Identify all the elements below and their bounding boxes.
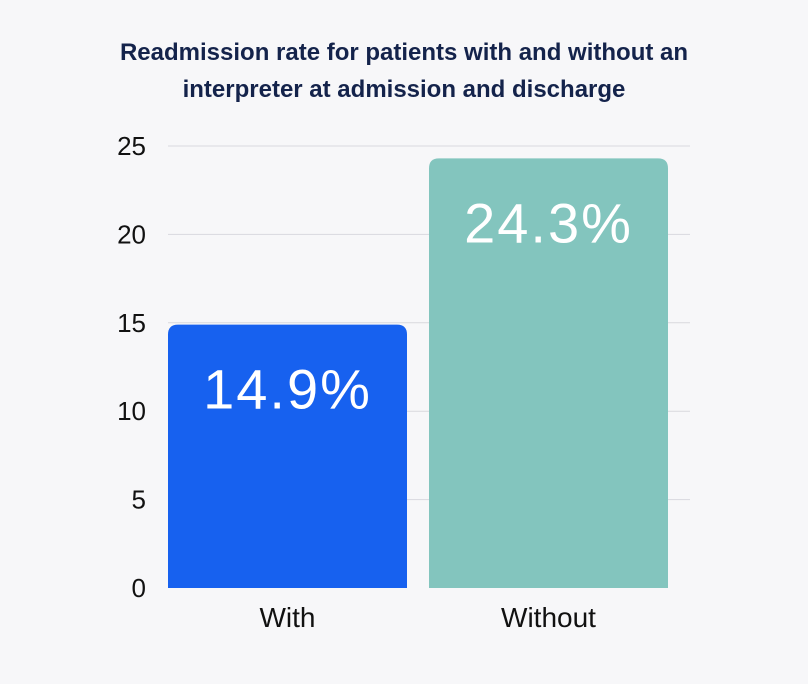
x-category-label-without: Without bbox=[501, 602, 596, 633]
y-tick-label-15: 15 bbox=[117, 308, 146, 338]
bar-without bbox=[429, 158, 668, 588]
x-category-label-with: With bbox=[260, 602, 316, 633]
bar-value-label-with: 14.9% bbox=[203, 358, 372, 421]
x-axis-categories: With Without bbox=[260, 602, 597, 633]
bars: 14.9% 24.3% bbox=[168, 158, 668, 588]
chart-title-line-1: Readmission rate for patients with and w… bbox=[119, 39, 689, 66]
bar-value-label-without: 24.3% bbox=[464, 191, 633, 254]
y-tick-label-25: 25 bbox=[117, 131, 146, 161]
bar-with bbox=[168, 324, 407, 588]
y-axis-ticks: 0 5 10 15 20 25 bbox=[117, 131, 146, 603]
y-tick-label-5: 5 bbox=[132, 485, 146, 515]
y-tick-label-10: 10 bbox=[117, 396, 146, 426]
chart-title-line-2: interpreter at admission and discharge bbox=[182, 76, 626, 103]
y-tick-label-20: 20 bbox=[117, 219, 146, 249]
y-tick-label-0: 0 bbox=[132, 573, 146, 603]
chart-title: Readmission rate for patients with and w… bbox=[40, 34, 768, 108]
